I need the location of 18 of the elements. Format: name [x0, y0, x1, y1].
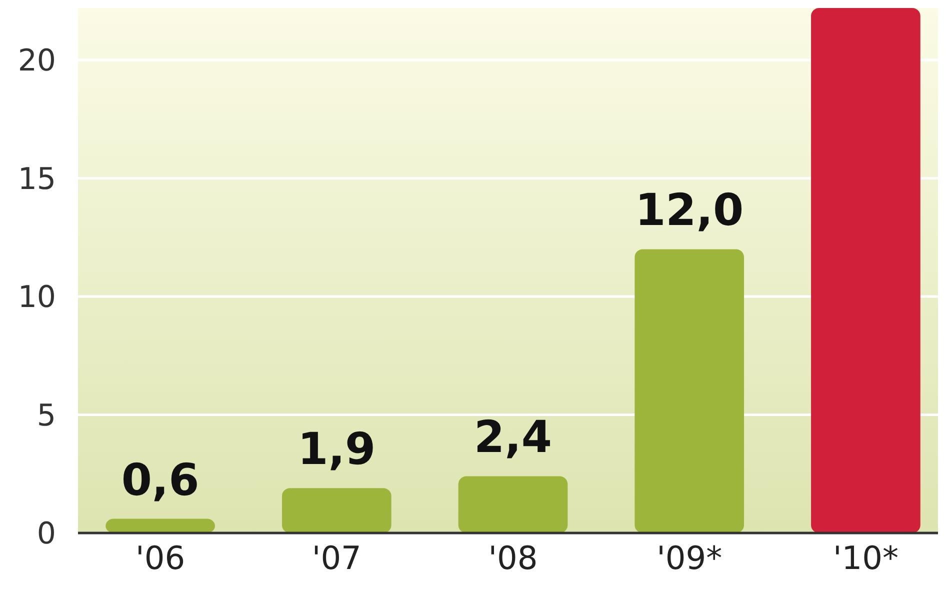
- y-tick-label: 20: [18, 44, 56, 79]
- y-tick-label: 15: [18, 162, 56, 197]
- x-tick-label: '10*: [832, 539, 898, 577]
- x-tick-label: '07: [312, 539, 362, 577]
- x-tick-label: '09*: [656, 539, 722, 577]
- bar: [458, 476, 568, 533]
- bar: [282, 488, 392, 533]
- x-tick-label: '06: [136, 539, 186, 577]
- data-label: 2,4: [474, 412, 552, 464]
- y-tick-label: 5: [36, 398, 56, 434]
- y-tick-label: 0: [36, 516, 56, 552]
- data-label: 0,6: [121, 454, 200, 506]
- y-tick-label: 10: [18, 280, 56, 316]
- bar: [811, 8, 920, 533]
- data-label: 1,9: [298, 424, 376, 476]
- x-tick-label: '08: [488, 539, 538, 577]
- data-label: 12,0: [635, 185, 744, 236]
- bar: [634, 249, 744, 533]
